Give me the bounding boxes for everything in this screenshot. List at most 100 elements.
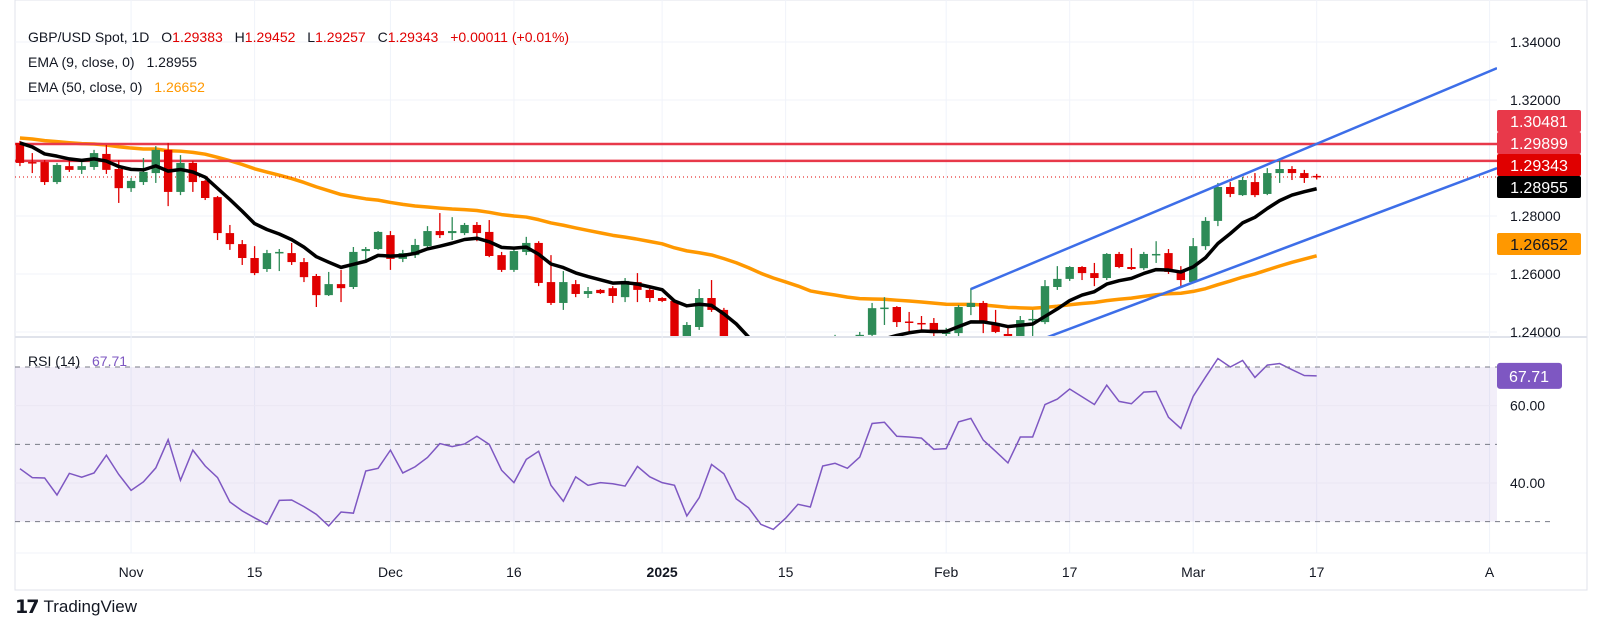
candle-body bbox=[213, 197, 222, 234]
candle bbox=[596, 289, 605, 294]
rsi-legend[interactable]: RSI (14) 67.71 bbox=[28, 352, 127, 370]
candle bbox=[1065, 266, 1074, 281]
candle-body bbox=[1016, 320, 1025, 336]
price-axis-label: 1.26000 bbox=[1510, 266, 1561, 282]
price-tag-label: 1.28955 bbox=[1510, 180, 1568, 197]
time-axis-label: Mar bbox=[1181, 564, 1205, 580]
candle bbox=[670, 299, 679, 336]
rsi-tag-label: 67.71 bbox=[1509, 369, 1549, 386]
candle-body bbox=[200, 180, 210, 199]
candle-body bbox=[361, 249, 370, 252]
candle-body bbox=[77, 166, 86, 170]
candle-body bbox=[1053, 278, 1062, 288]
candle-body bbox=[1065, 267, 1074, 279]
candle-body bbox=[1275, 169, 1284, 174]
candle bbox=[1003, 327, 1013, 336]
candle-body bbox=[386, 235, 395, 259]
close-value: 1.29343 bbox=[387, 29, 439, 45]
candle-body bbox=[831, 341, 839, 347]
time-axis-label: 16 bbox=[506, 564, 522, 580]
candle-body bbox=[682, 324, 692, 336]
price-axis-label: 1.28000 bbox=[1510, 208, 1561, 224]
candle bbox=[694, 289, 704, 330]
candle-body bbox=[460, 224, 469, 234]
candle bbox=[435, 213, 445, 239]
price-tags: 1.30481 1.29899 1.29343 1.28955 1.26652 67.71 bbox=[1497, 110, 1581, 389]
candle bbox=[1053, 266, 1062, 290]
ema50-legend[interactable]: EMA (50, close, 0) 1.26652 bbox=[28, 78, 205, 96]
candle-body bbox=[485, 231, 494, 256]
candle bbox=[287, 242, 296, 265]
candle-body bbox=[645, 289, 654, 299]
candle-body bbox=[373, 231, 383, 250]
open-value: 1.29383 bbox=[172, 29, 223, 45]
candle-body bbox=[52, 164, 62, 183]
time-axis-label: Feb bbox=[934, 564, 958, 580]
candle-body bbox=[1238, 180, 1247, 196]
candle bbox=[312, 273, 321, 308]
candle bbox=[1090, 262, 1099, 287]
candle-body bbox=[423, 231, 432, 247]
price-tag-label: 1.29343 bbox=[1510, 158, 1568, 175]
axes: Nov 15 Dec 16 2025 15 Feb 17 Mar 17 A 1.34000 1.3200… bbox=[15, 34, 1561, 580]
candle bbox=[188, 160, 198, 192]
candle-body bbox=[1287, 169, 1297, 174]
candle-body bbox=[1040, 286, 1050, 323]
candle bbox=[657, 297, 667, 303]
candle-body bbox=[1028, 318, 1037, 321]
symbol-title[interactable]: GBP/USD Spot, 1D bbox=[28, 29, 150, 45]
candle-body bbox=[657, 298, 667, 301]
candle bbox=[1263, 168, 1272, 196]
candle bbox=[299, 258, 309, 283]
candle bbox=[423, 226, 432, 249]
candle-body bbox=[1003, 333, 1013, 336]
price-axis-label: 1.24000 bbox=[1510, 324, 1561, 340]
candle-body bbox=[929, 322, 939, 334]
candle-body bbox=[719, 309, 729, 336]
candle bbox=[460, 222, 469, 236]
ema9-label: EMA (9, close, 0) bbox=[28, 54, 135, 70]
candle-body bbox=[583, 291, 593, 294]
candle bbox=[534, 241, 543, 287]
close-label: C bbox=[377, 29, 388, 45]
tradingview-logo[interactable]: 17 TradingView bbox=[15, 596, 137, 618]
candle bbox=[238, 240, 247, 265]
low-label: L bbox=[307, 29, 316, 45]
high-label: H bbox=[234, 29, 245, 45]
price-tag-box bbox=[1497, 233, 1581, 255]
symbol-legend: GBP/USD Spot, 1D O1.29383 H1.29452 L1.29… bbox=[28, 28, 569, 46]
candle-body bbox=[40, 162, 49, 183]
candle-body bbox=[176, 162, 185, 192]
candle-body bbox=[497, 255, 506, 270]
candle-body bbox=[979, 302, 988, 323]
candle bbox=[1139, 251, 1148, 270]
candle bbox=[633, 273, 642, 303]
candle bbox=[163, 142, 173, 207]
price-tag: 1.29899 bbox=[1497, 132, 1581, 154]
price-tag-box bbox=[1497, 154, 1581, 176]
candle bbox=[126, 178, 136, 192]
candle-body bbox=[620, 280, 630, 298]
candle-body bbox=[1312, 175, 1321, 178]
candle-body bbox=[1263, 173, 1272, 194]
open-label: O bbox=[161, 29, 173, 45]
ema9-legend[interactable]: EMA (9, close, 0) 1.28955 bbox=[28, 53, 197, 71]
rsi-axis-label: 40.00 bbox=[1510, 475, 1545, 491]
candle bbox=[991, 309, 1000, 334]
candle bbox=[262, 249, 272, 272]
candle-body bbox=[1300, 173, 1309, 179]
candle bbox=[855, 331, 864, 336]
change-value: +0.00011 (+0.01%) bbox=[450, 29, 570, 45]
candle-body bbox=[324, 284, 333, 296]
rsi-tag: 67.71 bbox=[1497, 362, 1562, 389]
candle-body bbox=[262, 253, 272, 270]
price-pane bbox=[15, 66, 1497, 347]
candle-body bbox=[867, 308, 877, 335]
candle-body bbox=[275, 251, 284, 254]
candle bbox=[583, 287, 593, 299]
candle-body bbox=[1102, 253, 1111, 279]
rsi-value: 67.71 bbox=[92, 353, 128, 369]
channel-line-upper bbox=[970, 66, 1497, 291]
candle-body bbox=[126, 180, 136, 189]
